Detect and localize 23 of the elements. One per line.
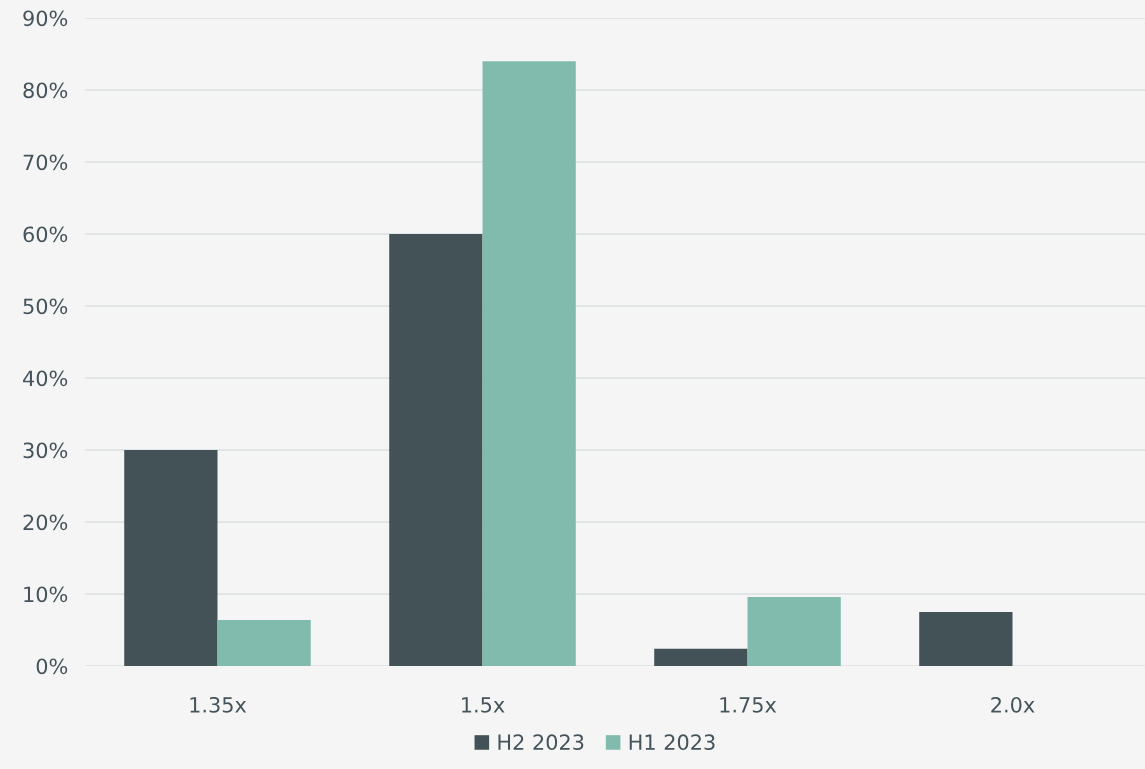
y-tick-label: 10% xyxy=(24,586,68,603)
y-tick-label: 0% xyxy=(36,658,68,675)
x-tick-label: 1.75x xyxy=(720,697,777,713)
y-tick-label: 50% xyxy=(23,298,68,315)
bar xyxy=(482,61,576,666)
x-tick-label: 1.5x xyxy=(462,697,505,713)
bar xyxy=(654,648,748,666)
legend-label: H1 2023 xyxy=(629,734,715,751)
y-tick-label: 70% xyxy=(23,154,68,171)
bar xyxy=(217,619,311,666)
bar xyxy=(389,234,483,666)
y-tick-label: 40% xyxy=(23,370,68,387)
y-tick-label: 60% xyxy=(23,226,68,243)
bar xyxy=(747,596,841,666)
y-tick-label: 20% xyxy=(23,514,68,531)
y-tick-label: 90% xyxy=(23,10,68,27)
x-tick-label: 2.0x xyxy=(991,696,1035,713)
y-tick-label: 80% xyxy=(23,82,68,99)
y-tick-label: 30% xyxy=(23,442,68,459)
x-tick-label: 1.35x xyxy=(190,696,247,713)
legend-label: H2 2023 xyxy=(498,734,584,751)
bar xyxy=(124,450,218,666)
bar xyxy=(919,612,1013,666)
